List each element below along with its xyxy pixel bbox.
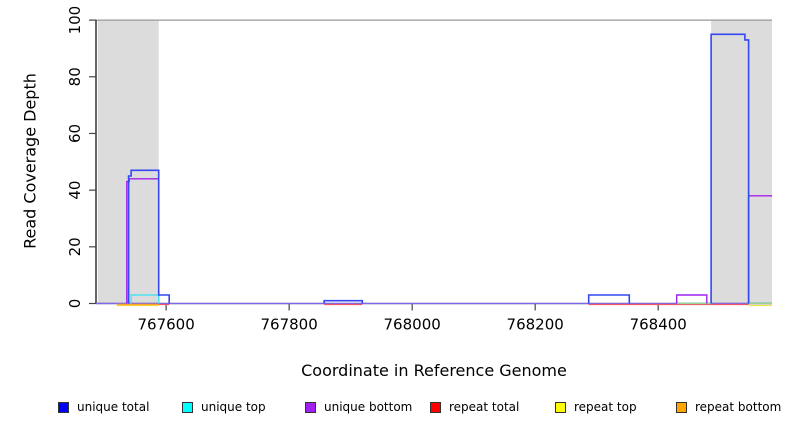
legend-item-unique-top: unique top (182, 400, 266, 414)
repeat-region-shading (711, 20, 772, 304)
series-unique-top (130, 294, 160, 304)
legend-swatch-icon (182, 401, 193, 413)
x-tick-label: 768200 (507, 316, 564, 334)
series-unique-total (323, 299, 364, 304)
legend-label: unique top (201, 400, 266, 414)
series-unique-bottom (676, 294, 708, 304)
x-tick-label: 767600 (137, 316, 194, 334)
y-tick-label: 80 (66, 67, 84, 86)
legend-swatch-icon (676, 401, 687, 413)
legend-item-repeat-top: repeat top (555, 400, 637, 414)
y-tick-label: 20 (66, 237, 84, 256)
y-axis-title: Read Coverage Depth (20, 73, 40, 249)
legend-label: repeat total (449, 400, 520, 414)
y-tick-label: 60 (66, 124, 84, 143)
legend-label: unique total (77, 400, 150, 414)
legend-swatch-icon (58, 401, 69, 413)
x-tick-label: 768400 (630, 316, 687, 334)
y-tick-label: 100 (66, 6, 84, 35)
x-axis-title: Coordinate in Reference Genome (301, 361, 567, 380)
legend: unique total unique top unique bottom repea… (0, 400, 792, 422)
y-tick-label: 0 (66, 299, 84, 309)
legend-label: repeat top (574, 400, 637, 414)
series-unique-total (710, 33, 750, 304)
x-tick-label: 768000 (384, 316, 441, 334)
legend-swatch-icon (430, 401, 441, 413)
legend-label: unique bottom (324, 400, 413, 414)
legend-label: repeat bottom (695, 400, 782, 414)
y-tick-label: 40 (66, 181, 84, 200)
legend-swatch-icon (555, 401, 566, 413)
legend-item-unique-total: unique total (58, 400, 149, 414)
series-unique-total (127, 169, 170, 304)
legend-item-unique-bottom: unique bottom (305, 400, 412, 414)
legend-swatch-icon (305, 401, 316, 413)
x-tick-label: 767800 (261, 316, 318, 334)
series-unique-total (587, 294, 631, 304)
legend-item-repeat-bottom: repeat bottom (676, 400, 781, 414)
legend-item-repeat-total: repeat total (430, 400, 519, 414)
